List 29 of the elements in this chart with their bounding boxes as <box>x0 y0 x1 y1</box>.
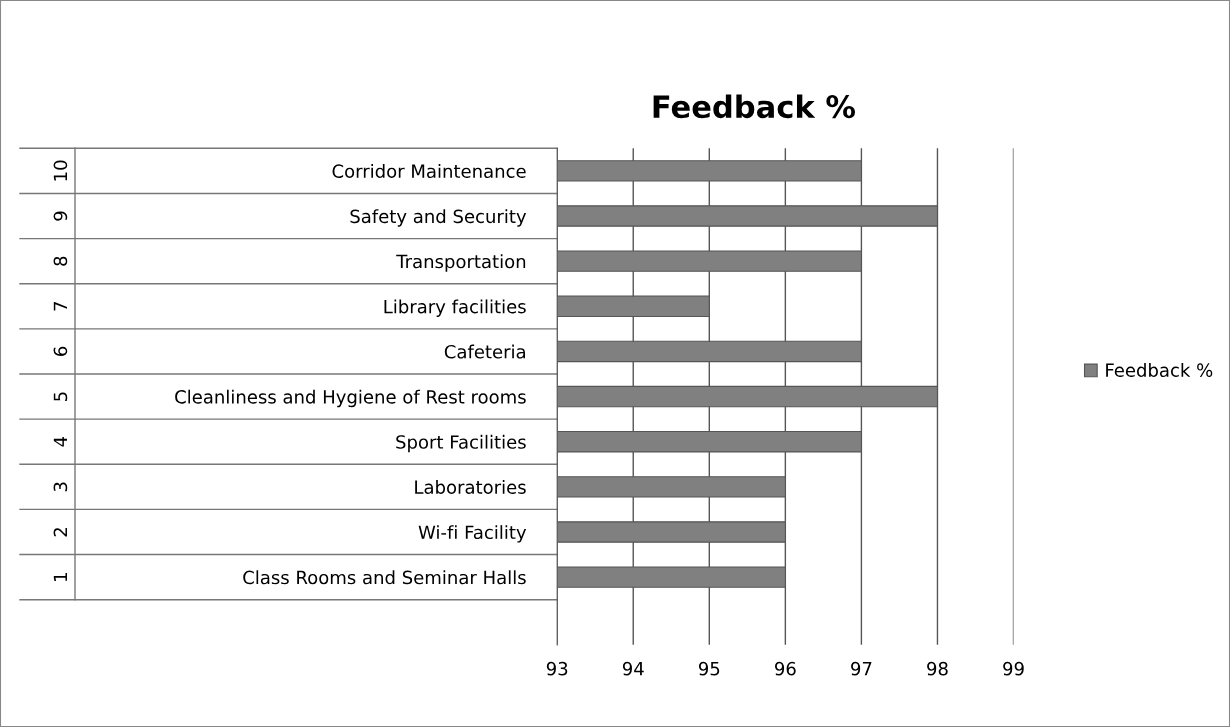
x-tick-label: 98 <box>927 661 948 676</box>
y-tick-label: Safety and Security <box>350 209 527 227</box>
text: 3 <box>53 482 68 492</box>
y-tick-label: Class Rooms and Seminar Halls <box>243 570 526 585</box>
text: 6 <box>53 346 68 356</box>
x-tick-label: 93 <box>546 661 568 676</box>
x-tick-label: 95 <box>698 661 720 676</box>
text: 8 <box>53 256 68 266</box>
text: 7 <box>53 302 67 311</box>
x-tick-label: 99 <box>1003 661 1024 676</box>
y-tick-label: Sport Facilities <box>396 434 526 453</box>
y-tick-label: Corridor Maintenance <box>332 164 526 178</box>
x-tick-label: 96 <box>775 661 796 676</box>
y-tick-label: Cafeteria <box>444 344 525 359</box>
text: 1 <box>53 573 67 581</box>
text: 9 <box>53 211 68 221</box>
text: 5 <box>53 392 68 401</box>
legend-label: Feedback % <box>1106 363 1213 377</box>
x-tick-label: 94 <box>622 661 644 676</box>
text: 10 <box>53 160 68 181</box>
y-tick-label: Wi-fi Facility <box>418 525 527 543</box>
text: 4 <box>53 436 67 447</box>
y-tick-label: Cleanliness and Hygiene of Rest rooms <box>175 389 526 408</box>
y-tick-label: Laboratories <box>415 480 526 494</box>
text: 2 <box>53 528 67 537</box>
x-tick-label: 97 <box>851 661 872 676</box>
y-tick-label: Library facilities <box>384 299 526 317</box>
y-tick-label: Transportation <box>396 254 526 272</box>
chart-title: Feedback % <box>653 94 856 119</box>
